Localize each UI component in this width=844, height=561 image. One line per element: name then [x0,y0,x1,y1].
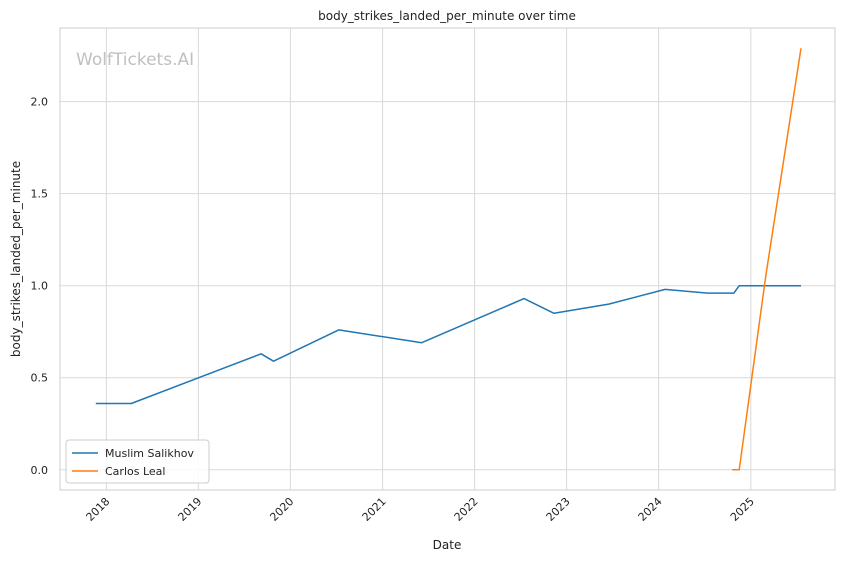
legend-box [65,439,210,484]
y-tick-label: 0.0 [31,464,49,477]
series-line-carlos-leal [732,48,802,471]
y-tick-label: 0.5 [31,372,49,385]
plot-area [59,27,836,491]
legend-label-muslim-salikhov: Muslim Salikhov [105,447,194,460]
y-tick-label: 2.0 [31,96,49,109]
chart-title: body_strikes_landed_per_minute over time [318,9,576,23]
y-axis-label: body_strikes_landed_per_minute [9,161,23,357]
series-layer [95,48,802,471]
y-tick-label: 1.5 [31,188,49,201]
series-line-muslim-salikhov [95,284,801,405]
legend-label-carlos-leal: Carlos Leal [105,465,165,478]
watermark: WolfTickets.AI [76,50,194,70]
y-tick-labels: 0.0 0.5 1.0 1.5 2.0 [31,96,49,477]
legend: Muslim Salikhov Carlos Leal [65,439,210,484]
y-tick-label: 1.0 [31,280,49,293]
x-axis-label: Date [433,538,462,552]
